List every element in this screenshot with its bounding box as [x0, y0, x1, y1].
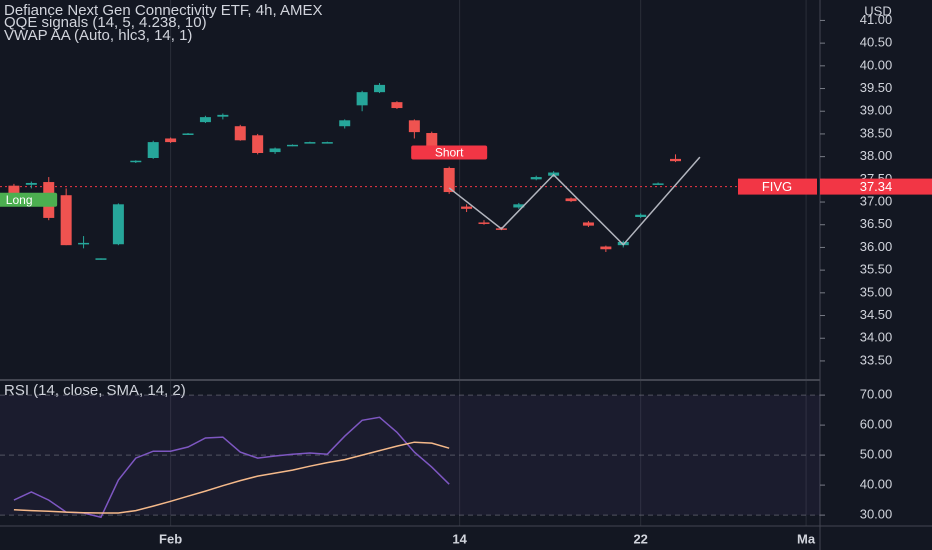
signal-label: Long: [6, 193, 33, 207]
time-tick-label: Ma: [797, 531, 816, 546]
candle-body: [217, 114, 229, 117]
signal-box: [411, 145, 488, 160]
candle-body: [286, 144, 298, 147]
candle-body: [252, 135, 264, 153]
rsi-legend: RSI (14, close, SMA, 14, 2): [4, 382, 186, 399]
candle-body: [635, 214, 647, 218]
price-tick-label: 40.50: [860, 35, 893, 50]
price-tick-label: 39.50: [860, 80, 893, 95]
rsi-line: [13, 416, 450, 519]
price-tick-label: 39.00: [860, 103, 893, 118]
candle-body: [78, 242, 90, 245]
candle-body: [147, 142, 159, 158]
candle-body: [339, 120, 351, 127]
rsi-tick-label: 60.00: [860, 417, 893, 432]
price-tick-label: 36.50: [860, 216, 893, 231]
currency-label: USD: [864, 3, 891, 18]
candle-body: [112, 204, 124, 245]
time-tick-label: 14: [452, 531, 467, 546]
candle-body: [165, 138, 177, 143]
candle-body: [513, 204, 525, 208]
price-tick-label: 34.50: [860, 307, 893, 322]
candle-body: [269, 148, 281, 153]
candle-body: [582, 222, 594, 226]
signal-box: [0, 192, 58, 207]
candle-body: [25, 182, 37, 185]
candle-body: [530, 177, 542, 180]
price-tick-label: 37.00: [860, 193, 893, 208]
candle-body: [443, 167, 455, 193]
price-tick-label: 40.00: [860, 57, 893, 72]
rsi-tick-label: 50.00: [860, 447, 893, 462]
candle-body: [234, 126, 246, 141]
candle-body: [304, 142, 316, 144]
candle-body: [199, 117, 211, 123]
price-tick-label: 38.50: [860, 125, 893, 140]
price-tick-label: 41.00: [860, 12, 893, 27]
rsi-tick-label: 30.00: [860, 507, 893, 522]
candle-body: [130, 160, 142, 163]
price-tick-label: 35.50: [860, 262, 893, 277]
indicator-legend: VWAP AA (Auto, hlc3, 14, 1): [4, 27, 192, 44]
candle-body: [356, 92, 368, 106]
candle-body: [600, 246, 612, 250]
candle-body: [321, 142, 333, 144]
chart-title: Defiance Next Gen Connectivity ETF, 4h, …: [4, 2, 322, 19]
candle-body: [60, 195, 72, 246]
price-label: 37.34: [860, 179, 893, 194]
candle-body: [182, 133, 194, 135]
indicator-legend: QQE signals (14, 5, 4.238, 10): [4, 14, 207, 31]
candle-body: [478, 222, 490, 224]
price-tick-label: 38.00: [860, 148, 893, 163]
candle-body: [565, 198, 577, 202]
candle-body: [461, 206, 473, 209]
candle-body: [391, 102, 403, 109]
time-tick-label: 22: [633, 531, 647, 546]
signal-label: Short: [435, 146, 464, 160]
candle-body: [669, 158, 681, 162]
price-tick-label: 36.00: [860, 239, 893, 254]
symbol-label: FIVG: [762, 179, 792, 194]
rsi-line: [13, 441, 450, 514]
price-tick-label: 35.00: [860, 284, 893, 299]
rsi-tick-label: 40.00: [860, 477, 893, 492]
price-tick-label: 34.00: [860, 330, 893, 345]
candle-body: [95, 258, 107, 260]
rsi-tick-label: 70.00: [860, 387, 893, 402]
price-badge: [820, 178, 932, 195]
time-tick-label: Feb: [159, 531, 182, 546]
candle-body: [652, 183, 664, 185]
candle-body: [426, 133, 438, 149]
zigzag-line: [448, 156, 701, 246]
symbol-badge: [738, 178, 817, 195]
candle-body: [408, 120, 420, 133]
price-tick-label: 33.50: [860, 352, 893, 367]
candle-body: [374, 84, 386, 93]
